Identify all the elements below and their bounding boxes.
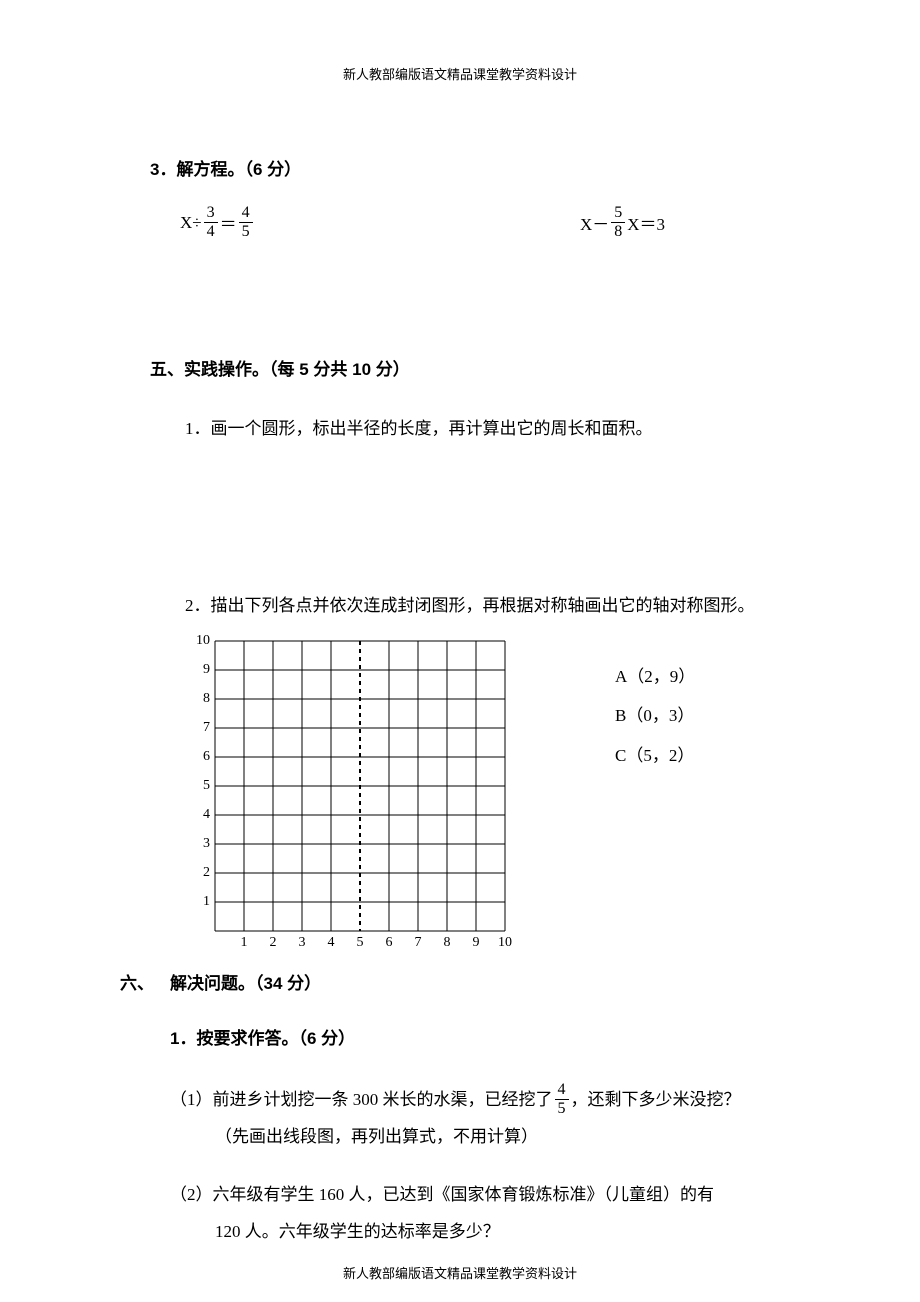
coord-c: C（5，2） <box>615 736 695 775</box>
frac-den: 5 <box>239 223 253 240</box>
y-tick-label: 5 <box>190 778 210 794</box>
problem-1-line2: （先画出线段图，再列出算式，不用计算） <box>215 1118 850 1155</box>
y-tick-label: 4 <box>190 807 210 823</box>
y-tick-label: 8 <box>190 691 210 707</box>
grid-section: 12345678910 12345678910 A（2，9） B（0，3） C（… <box>185 639 850 949</box>
p1-text-b: ，还剩下多少米没挖？ <box>571 1081 741 1118</box>
frac-den: 4 <box>204 223 218 240</box>
grid-container <box>185 639 525 939</box>
problem-2-line2: 120 人。六年级学生的达标率是多少？ <box>215 1213 850 1250</box>
page-header: 新人教部编版语文精品课堂教学资料设计 <box>0 64 920 83</box>
section5-title: 五、实践操作。（每 5 分共 10 分） <box>150 355 850 380</box>
coordinate-grid <box>185 639 525 939</box>
y-tick-label: 7 <box>190 720 210 736</box>
frac-num: 4 <box>239 205 253 223</box>
equation-2: X－58X＝3 <box>580 205 780 240</box>
eq2-frac: 58 <box>611 205 625 240</box>
y-tick-label: 10 <box>190 633 210 649</box>
x-tick-label: 9 <box>466 935 486 951</box>
y-tick-label: 2 <box>190 865 210 881</box>
problem-1-line1: （1）前进乡计划挖一条 300 米长的水渠，已经挖了45，还剩下多少米没挖？ <box>170 1079 850 1118</box>
x-tick-label: 3 <box>292 935 312 951</box>
content-area: 3．解方程。（6 分） X÷34＝45 X－58X＝3 五、实践操作。（每 5 … <box>150 155 850 1270</box>
eq1-equals: ＝ <box>220 210 237 235</box>
eq1-frac2: 45 <box>239 205 253 240</box>
y-tick-label: 1 <box>190 894 210 910</box>
section6-title: 六、解决问题。（34 分） <box>120 969 850 994</box>
section6-num: 六、 <box>120 969 170 994</box>
q6-1-title: 1．按要求作答。（6 分） <box>170 1024 850 1049</box>
frac-num: 5 <box>611 205 625 223</box>
x-tick-label: 2 <box>263 935 283 951</box>
problem-2-line1: （2）六年级有学生 160 人，已达到《国家体育锻炼标准》（儿童组）的有 <box>170 1176 850 1213</box>
x-tick-label: 7 <box>408 935 428 951</box>
equation-1: X÷34＝45 <box>180 205 580 240</box>
frac-num: 3 <box>204 205 218 223</box>
x-tick-label: 1 <box>234 935 254 951</box>
p1-frac: 45 <box>555 1082 569 1117</box>
point-coordinates: A（2，9） B（0，3） C（5，2） <box>615 657 695 774</box>
y-tick-label: 6 <box>190 749 210 765</box>
p1-text-a: （1）前进乡计划挖一条 300 米长的水渠，已经挖了 <box>170 1081 553 1118</box>
x-tick-label: 10 <box>495 935 515 951</box>
x-tick-label: 5 <box>350 935 370 951</box>
frac-num: 4 <box>555 1082 569 1100</box>
eq2-rhs: X＝3 <box>627 210 665 235</box>
section6-text: 解决问题。（34 分） <box>170 974 321 993</box>
equations-row: X÷34＝45 X－58X＝3 <box>180 205 850 240</box>
x-tick-label: 8 <box>437 935 457 951</box>
eq1-var: X÷ <box>180 213 202 233</box>
y-tick-label: 3 <box>190 836 210 852</box>
eq2-lhs: X－ <box>580 210 609 235</box>
x-tick-label: 4 <box>321 935 341 951</box>
eq1-frac1: 34 <box>204 205 218 240</box>
section5-q2: 2．描出下列各点并依次连成封闭图形，再根据对称轴画出它的轴对称图形。 <box>185 592 850 619</box>
frac-den: 5 <box>555 1100 569 1117</box>
problem-2: （2）六年级有学生 160 人，已达到《国家体育锻炼标准》（儿童组）的有 120… <box>170 1176 850 1251</box>
y-tick-label: 9 <box>190 662 210 678</box>
section5-q1: 1．画一个圆形，标出半径的长度，再计算出它的周长和面积。 <box>185 415 850 442</box>
coord-b: B（0，3） <box>615 696 695 735</box>
page-footer: 新人教部编版语文精品课堂教学资料设计 <box>0 1263 920 1282</box>
q3-title: 3．解方程。（6 分） <box>150 155 850 180</box>
x-tick-label: 6 <box>379 935 399 951</box>
drawing-space-1 <box>150 462 850 592</box>
frac-den: 8 <box>611 223 625 240</box>
problem-1: （1）前进乡计划挖一条 300 米长的水渠，已经挖了45，还剩下多少米没挖？ （… <box>170 1079 850 1155</box>
coord-a: A（2，9） <box>615 657 695 696</box>
